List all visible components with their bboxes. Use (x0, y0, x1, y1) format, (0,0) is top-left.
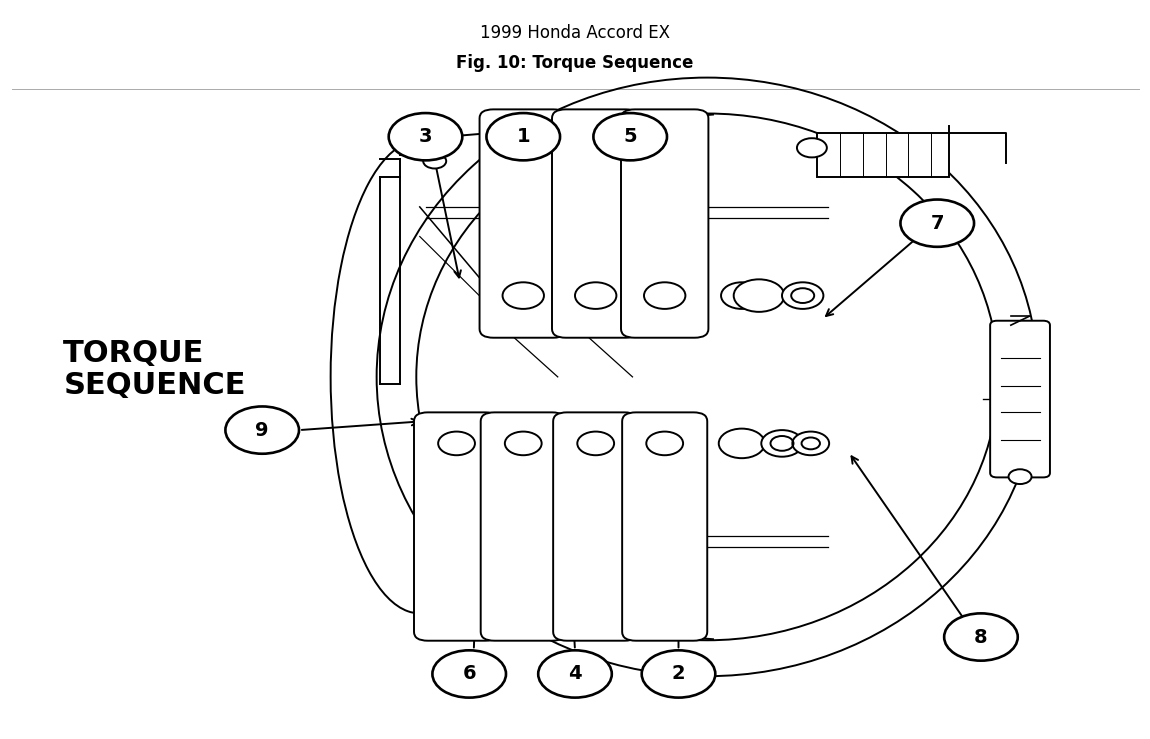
Circle shape (721, 282, 762, 309)
Circle shape (505, 432, 542, 455)
Circle shape (486, 113, 560, 160)
Circle shape (761, 430, 803, 457)
Circle shape (432, 650, 506, 698)
Text: 8: 8 (974, 627, 988, 647)
Circle shape (646, 432, 683, 455)
Circle shape (1009, 469, 1032, 484)
Circle shape (792, 432, 829, 455)
Text: 9: 9 (255, 420, 269, 440)
Circle shape (900, 200, 974, 247)
FancyBboxPatch shape (552, 109, 639, 338)
FancyBboxPatch shape (990, 321, 1050, 477)
Text: 4: 4 (568, 664, 582, 684)
Bar (816, 133, 949, 177)
Circle shape (642, 650, 715, 698)
FancyBboxPatch shape (414, 412, 499, 641)
Text: 6: 6 (462, 664, 476, 684)
Circle shape (503, 282, 544, 309)
Text: 1999 Honda Accord EX: 1999 Honda Accord EX (480, 24, 670, 42)
Circle shape (797, 138, 827, 157)
Circle shape (423, 154, 446, 168)
Text: 7: 7 (930, 214, 944, 233)
Circle shape (438, 432, 475, 455)
Text: TORQUE
SEQUENCE: TORQUE SEQUENCE (63, 338, 246, 401)
Circle shape (944, 613, 1018, 661)
FancyBboxPatch shape (553, 412, 638, 641)
Circle shape (225, 406, 299, 454)
Text: 3: 3 (419, 127, 432, 146)
Circle shape (719, 429, 765, 458)
FancyBboxPatch shape (481, 412, 566, 641)
FancyBboxPatch shape (480, 109, 567, 338)
Text: 5: 5 (623, 127, 637, 146)
FancyBboxPatch shape (622, 412, 707, 641)
FancyBboxPatch shape (621, 109, 708, 338)
Circle shape (538, 650, 612, 698)
Text: Fig. 10: Torque Sequence: Fig. 10: Torque Sequence (457, 54, 693, 72)
Circle shape (593, 113, 667, 160)
Circle shape (734, 279, 784, 312)
Text: 1: 1 (516, 127, 530, 146)
Circle shape (575, 282, 616, 309)
Circle shape (577, 432, 614, 455)
Circle shape (723, 432, 760, 455)
Circle shape (782, 282, 823, 309)
Text: 2: 2 (672, 664, 685, 684)
Circle shape (644, 282, 685, 309)
Circle shape (389, 113, 462, 160)
